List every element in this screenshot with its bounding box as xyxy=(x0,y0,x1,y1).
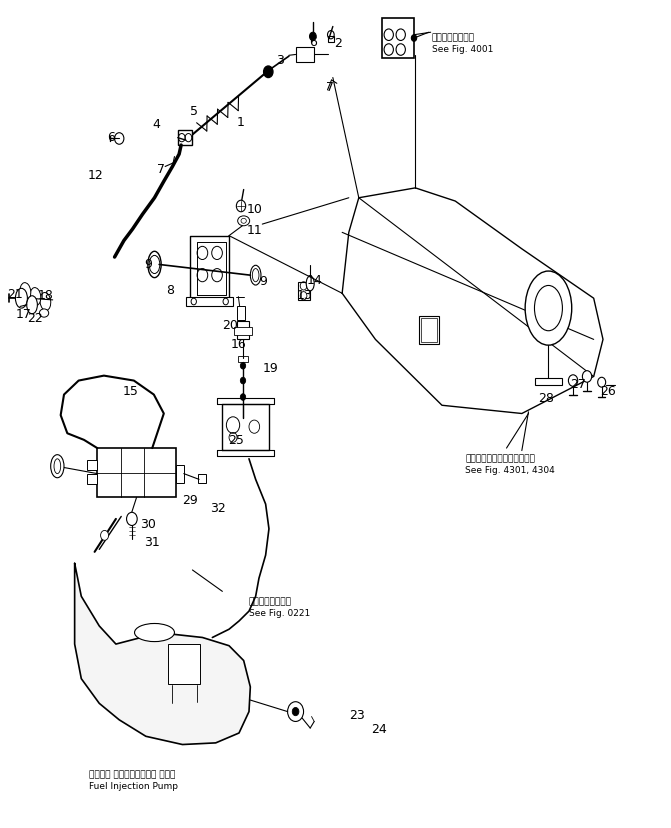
Bar xyxy=(327,36,334,43)
Ellipse shape xyxy=(250,266,261,286)
Bar xyxy=(234,328,252,336)
Circle shape xyxy=(240,378,246,384)
Ellipse shape xyxy=(306,277,314,291)
Text: 15: 15 xyxy=(123,384,138,397)
Circle shape xyxy=(582,371,592,383)
Text: 8: 8 xyxy=(166,283,174,296)
Text: 28: 28 xyxy=(538,391,554,404)
Ellipse shape xyxy=(20,283,31,301)
Text: 14: 14 xyxy=(307,273,322,286)
Bar xyxy=(87,475,97,484)
Circle shape xyxy=(568,375,578,387)
Text: 18: 18 xyxy=(38,288,53,301)
Circle shape xyxy=(127,513,137,526)
Circle shape xyxy=(411,36,417,42)
Text: 21: 21 xyxy=(7,287,23,301)
Circle shape xyxy=(293,708,299,716)
Ellipse shape xyxy=(525,272,572,346)
Bar xyxy=(168,644,200,684)
Circle shape xyxy=(288,702,303,721)
Ellipse shape xyxy=(535,286,562,331)
Text: 31: 31 xyxy=(144,536,160,549)
Bar xyxy=(187,297,233,307)
Text: 11: 11 xyxy=(246,224,262,236)
Bar xyxy=(237,307,245,320)
Text: 6: 6 xyxy=(107,131,115,144)
Text: 9: 9 xyxy=(144,258,152,271)
Ellipse shape xyxy=(40,293,51,311)
Text: 6: 6 xyxy=(309,36,317,49)
Text: 29: 29 xyxy=(183,493,199,507)
Ellipse shape xyxy=(135,623,174,642)
Text: 第０２２１図参照
See Fig. 0221: 第０２２１図参照 See Fig. 0221 xyxy=(249,597,310,618)
Text: 5: 5 xyxy=(191,105,199,118)
Circle shape xyxy=(598,378,606,388)
Bar xyxy=(535,378,562,385)
Text: 24: 24 xyxy=(371,723,386,735)
Circle shape xyxy=(101,531,109,541)
Ellipse shape xyxy=(238,217,250,227)
Ellipse shape xyxy=(27,296,38,315)
Circle shape xyxy=(264,67,273,79)
Ellipse shape xyxy=(51,455,64,478)
Bar xyxy=(419,316,439,345)
Text: 13: 13 xyxy=(297,289,312,302)
Text: 26: 26 xyxy=(601,384,616,397)
Bar xyxy=(238,356,248,363)
Bar xyxy=(382,19,414,59)
Circle shape xyxy=(240,394,246,401)
Circle shape xyxy=(115,133,124,145)
Circle shape xyxy=(309,33,316,41)
Bar xyxy=(176,465,184,483)
Ellipse shape xyxy=(40,310,49,318)
Text: 25: 25 xyxy=(227,434,244,447)
Text: 第４００１図参照
See Fig. 4001: 第４００１図参照 See Fig. 4001 xyxy=(432,33,493,54)
Bar xyxy=(97,449,176,498)
Text: 30: 30 xyxy=(140,518,156,531)
Text: 2: 2 xyxy=(334,37,342,51)
Bar xyxy=(178,131,193,146)
Bar xyxy=(198,474,206,484)
Text: 4: 4 xyxy=(152,118,160,131)
Bar xyxy=(295,48,314,63)
Ellipse shape xyxy=(15,289,28,309)
Circle shape xyxy=(236,201,246,213)
Text: 7: 7 xyxy=(157,163,165,176)
Text: フュエル インジェクション ポンプ
Fuel Injection Pump: フュエル インジェクション ポンプ Fuel Injection Pump xyxy=(89,769,178,790)
Bar xyxy=(421,319,437,343)
Text: 27: 27 xyxy=(570,377,586,390)
Text: 23: 23 xyxy=(350,709,365,721)
Text: 19: 19 xyxy=(263,362,279,374)
Text: 20: 20 xyxy=(221,319,238,332)
Text: 9: 9 xyxy=(260,274,268,287)
Text: 16: 16 xyxy=(231,338,247,350)
Text: 3: 3 xyxy=(276,54,284,67)
Text: 32: 32 xyxy=(210,501,225,514)
Bar xyxy=(297,282,309,301)
Circle shape xyxy=(240,363,246,369)
Text: 1: 1 xyxy=(237,116,245,128)
Bar xyxy=(87,461,97,471)
Text: 22: 22 xyxy=(27,311,42,325)
Polygon shape xyxy=(74,564,250,744)
Text: 7: 7 xyxy=(326,81,334,94)
Ellipse shape xyxy=(30,288,41,306)
Text: 17: 17 xyxy=(16,307,32,320)
Ellipse shape xyxy=(148,252,161,278)
Text: 第４３０１，４３０４図参照
See Fig. 4301, 4304: 第４３０１，４３０４図参照 See Fig. 4301, 4304 xyxy=(465,454,555,474)
Bar xyxy=(237,322,249,340)
Text: 10: 10 xyxy=(246,203,262,216)
Text: 12: 12 xyxy=(88,169,104,182)
